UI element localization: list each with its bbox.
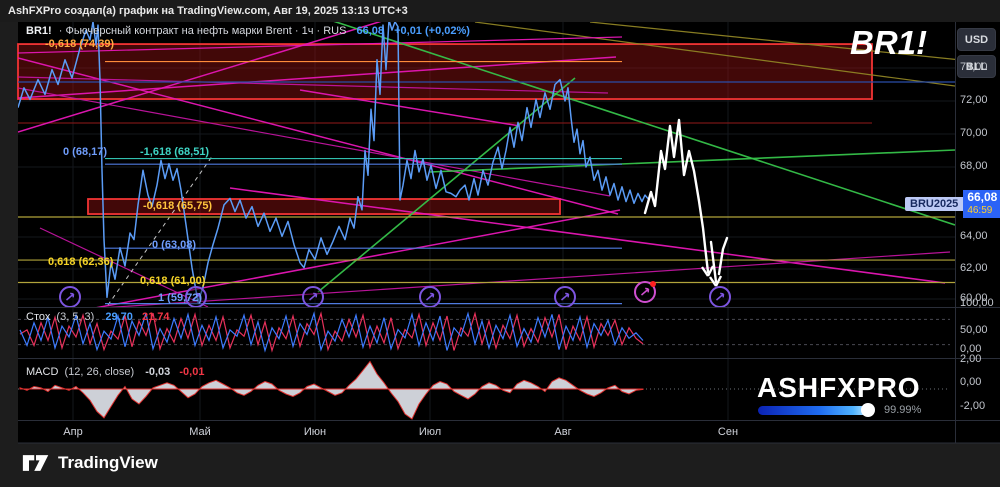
stoch-title: Стох bbox=[26, 311, 51, 323]
tradingview-logo-icon[interactable] bbox=[22, 453, 50, 473]
contract-chip: BRU2025 bbox=[905, 197, 964, 211]
legend-change: +0,01 (+0,02%) bbox=[394, 25, 470, 37]
contract-rollover-icon[interactable] bbox=[302, 286, 324, 308]
stoch-k-value: 29,70 bbox=[105, 311, 133, 323]
attribution-bar: AshFXPro создал(а) график на TradingView… bbox=[0, 0, 1000, 22]
symbol-watermark: BR1! bbox=[850, 24, 928, 61]
price-axis-label: 60,00 bbox=[960, 292, 988, 304]
stoch-d-value: 21,74 bbox=[141, 311, 170, 323]
bar-countdown: 46:59 bbox=[967, 205, 993, 216]
legend-symbol: BR1! bbox=[26, 25, 52, 37]
footer: TradingView bbox=[22, 450, 158, 476]
price-axis-label: 72,00 bbox=[960, 94, 988, 106]
fib-label: 1 (59,72) bbox=[158, 292, 203, 304]
price-axis-label: -2,00 bbox=[960, 400, 986, 412]
price-axis-label: 100,00 bbox=[960, 297, 994, 309]
fib-label: -0,618 (74,39) bbox=[45, 38, 115, 50]
month-label: Май bbox=[189, 426, 211, 438]
last-price: 66,08 bbox=[967, 190, 998, 204]
fib-label: 0 (68,17) bbox=[63, 146, 108, 158]
macd-value: -0,03 bbox=[145, 366, 171, 378]
currency-button[interactable]: USD bbox=[957, 28, 996, 51]
brand-progress-bar bbox=[758, 406, 870, 415]
fib-label: 0,618 (61,00) bbox=[140, 275, 206, 287]
price-axis-label: 0,00 bbox=[960, 343, 982, 355]
contract-rollover-icon[interactable] bbox=[554, 286, 576, 308]
symbol-legend[interactable]: BR1! · Фьючерсный контракт на нефть марк… bbox=[26, 25, 470, 37]
fib-label: 0,618 (62,36) bbox=[48, 256, 114, 268]
contract-price-badge[interactable]: BRU2025 66,08 46:59 bbox=[905, 190, 1000, 218]
fib-label: -0,618 (65,75) bbox=[143, 200, 213, 212]
brand-progress-label: 99.99% bbox=[884, 404, 922, 416]
brand-progress-knob bbox=[861, 403, 875, 417]
macd-params: (12, 26, close) bbox=[64, 366, 135, 378]
month-label: Июн bbox=[303, 426, 327, 438]
stoch-legend[interactable]: Стох (3, 5, 3) 29,70 21,74 bbox=[26, 311, 170, 323]
brand-watermark: ASHFXPRO bbox=[757, 372, 921, 403]
legend-price: 66,08 bbox=[356, 25, 385, 37]
price-axis-label: 2,00 bbox=[960, 353, 982, 365]
contract-rollover-icon[interactable] bbox=[709, 286, 731, 308]
month-label: Июл bbox=[418, 426, 442, 438]
axis-unit-buttons: USD BLL bbox=[957, 28, 997, 82]
month-label: Апр bbox=[63, 426, 83, 438]
price-axis-label: 62,00 bbox=[960, 262, 988, 274]
macd-signal-value: -0,01 bbox=[179, 366, 205, 378]
price-axis-label: 64,00 bbox=[960, 230, 988, 242]
fib-label: 0 (63,08) bbox=[152, 239, 197, 251]
month-label: Авг bbox=[554, 426, 572, 438]
fib-label: -1,618 (68,51) bbox=[140, 146, 210, 158]
attribution-text: AshFXPro создал(а) график на TradingView… bbox=[8, 5, 408, 17]
legend-description: · Фьючерсный контракт на нефть марки Bre… bbox=[58, 25, 347, 37]
contract-rollover-icon[interactable] bbox=[634, 281, 656, 303]
price-axis-label: 0,00 bbox=[960, 376, 982, 388]
macd-title: MACD bbox=[26, 366, 59, 378]
macd-legend[interactable]: MACD (12, 26, close) -0,03 -0,01 bbox=[26, 366, 204, 378]
last-price-box: 66,08 46:59 bbox=[963, 190, 1000, 218]
price-axis-label: 68,00 bbox=[960, 160, 988, 172]
footer-brand[interactable]: TradingView bbox=[58, 453, 158, 472]
contract-rollover-icon[interactable] bbox=[419, 286, 441, 308]
price-axis-label: 74,00 bbox=[960, 61, 988, 73]
contract-rollover-icon[interactable] bbox=[59, 286, 81, 308]
stoch-params: (3, 5, 3) bbox=[56, 311, 95, 323]
month-label: Сен bbox=[717, 426, 739, 438]
price-axis-label: 50,00 bbox=[960, 324, 988, 336]
price-axis-label: 70,00 bbox=[960, 127, 988, 139]
unit-button[interactable]: BLL bbox=[957, 55, 996, 78]
